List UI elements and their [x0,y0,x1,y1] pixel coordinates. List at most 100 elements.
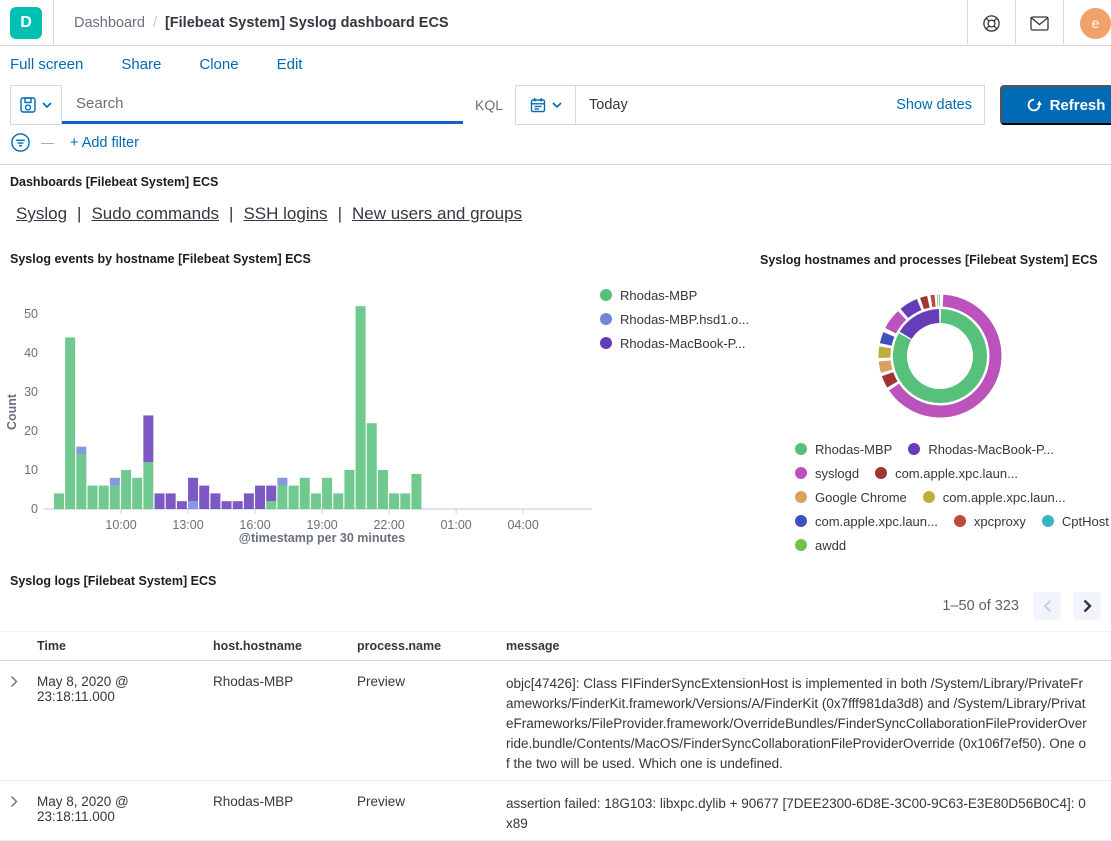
expand-row-button[interactable] [10,674,18,688]
donut-segment[interactable] [886,334,889,344]
legend-item[interactable]: com.apple.xpc.laun... [795,509,938,533]
pagination-range: 1–50 of 323 [942,598,1019,614]
donut-segment[interactable] [922,302,928,304]
bar-segment[interactable] [210,493,220,509]
kql-language-button[interactable]: KQL [463,97,515,113]
refresh-button[interactable]: Refresh [1000,85,1111,125]
donut-segment[interactable] [906,316,939,335]
donut-segment[interactable] [888,374,893,384]
menu-item-share[interactable]: Share [121,56,161,73]
dashboard-link-syslog[interactable]: Syslog [16,204,67,223]
bar-segment[interactable] [311,493,321,509]
bar-segment[interactable] [88,486,98,509]
add-filter-button[interactable]: + Add filter [70,135,139,151]
bar-segment[interactable] [378,470,388,509]
donut-segment[interactable] [884,347,885,357]
filter-drag-hint: — [41,135,54,150]
bar-segment[interactable] [333,493,343,509]
donut-segment[interactable] [891,315,902,330]
bar-segment[interactable] [367,423,377,509]
legend-color-dot [600,337,612,349]
bar-segment[interactable] [322,478,332,509]
legend-item[interactable]: Rhodas-MBP.hsd1.o... [600,307,749,331]
bar-segment[interactable] [110,478,120,486]
user-menu-button[interactable]: e [1063,0,1111,46]
dashboard-link-sudo-commands[interactable]: Sudo commands [91,204,219,223]
menu-item-clone[interactable]: Clone [199,56,238,73]
legend-item[interactable]: awdd [795,533,846,557]
bar-segment[interactable] [255,486,265,509]
legend-item[interactable]: xpcproxy [954,509,1026,533]
legend-item[interactable]: Rhodas-MBP [795,437,892,461]
notifications-button[interactable] [1015,0,1063,46]
dashboard-link-ssh-logins[interactable]: SSH logins [243,204,327,223]
help-button[interactable] [967,0,1015,46]
bar-segment[interactable] [356,306,366,509]
bar-segment[interactable] [132,478,142,509]
bar-segment[interactable] [289,486,299,509]
bar-segment[interactable] [344,470,354,509]
bar-segment[interactable] [266,486,276,502]
legend-item-label: Rhodas-MBP [815,442,892,457]
menu-item-full-screen[interactable]: Full screen [10,56,83,73]
legend-item[interactable]: CptHost [1042,509,1109,533]
search-input[interactable] [62,86,463,124]
legend-color-dot [600,289,612,301]
bar-segment[interactable] [266,501,276,509]
show-dates-button[interactable]: Show dates [896,97,972,113]
donut-panel-title: Syslog hostnames and processes [Filebeat… [760,253,1098,267]
legend-item-label: Google Chrome [815,490,907,505]
cell-time: May 8, 2020 @ 23:18:11.000 [37,794,213,834]
svg-text:19:00: 19:00 [306,518,337,532]
legend-item[interactable]: com.apple.xpc.laun... [923,485,1066,509]
bar-segment[interactable] [188,501,198,509]
legend-item[interactable]: Google Chrome [795,485,907,509]
bar-segment[interactable] [76,447,86,455]
app-logo[interactable]: D [10,7,42,39]
legend-color-dot [795,515,807,527]
bar-segment[interactable] [300,478,310,509]
next-page-button[interactable] [1073,592,1101,620]
bar-segment[interactable] [222,501,232,509]
bar-segment[interactable] [143,462,153,509]
bar-segment[interactable] [110,486,120,509]
legend-color-dot [954,515,966,527]
bar-segment[interactable] [65,337,75,509]
bar-segment[interactable] [143,415,153,462]
bar-segment[interactable] [99,486,109,509]
legend-item[interactable]: syslogd [795,461,859,485]
bar-segment[interactable] [277,486,287,509]
legend-item[interactable]: Rhodas-MacBook-P... [600,331,749,355]
legend-item[interactable]: Rhodas-MBP [600,283,749,307]
bar-segment[interactable] [121,470,131,509]
bar-segment[interactable] [188,478,198,501]
legend-item[interactable]: com.apple.xpc.laun... [875,461,1018,485]
previous-page-button[interactable] [1033,592,1061,620]
dashboard-link-new-users-and-groups[interactable]: New users and groups [352,204,522,223]
bar-segment[interactable] [244,493,254,509]
bar-segment[interactable] [389,493,399,509]
legend-item-label: CptHost [1062,514,1109,529]
chevron-down-icon [552,102,562,108]
donut-segment[interactable] [904,305,919,314]
menu-item-edit[interactable]: Edit [277,56,303,73]
bar-segment[interactable] [177,501,187,509]
bar-segment[interactable] [166,493,176,509]
bar-segment[interactable] [54,493,64,509]
bar-segment[interactable] [400,493,410,509]
bar-segment[interactable] [155,493,165,509]
bar-segment[interactable] [199,486,209,509]
bar-segment[interactable] [411,474,421,509]
filter-icon[interactable] [10,132,31,153]
saved-query-button[interactable] [10,85,62,125]
breadcrumb-dashboard-link[interactable]: Dashboard [74,15,145,31]
date-quick-select-button[interactable] [516,86,576,124]
legend-color-dot [600,313,612,325]
bar-segment[interactable] [233,501,243,509]
bar-segment[interactable] [277,478,287,486]
expand-row-button[interactable] [10,794,18,808]
donut-segment[interactable] [885,361,887,371]
date-range-value[interactable]: Today [589,97,628,113]
legend-item[interactable]: Rhodas-MacBook-P... [908,437,1054,461]
bar-segment[interactable] [76,454,86,509]
